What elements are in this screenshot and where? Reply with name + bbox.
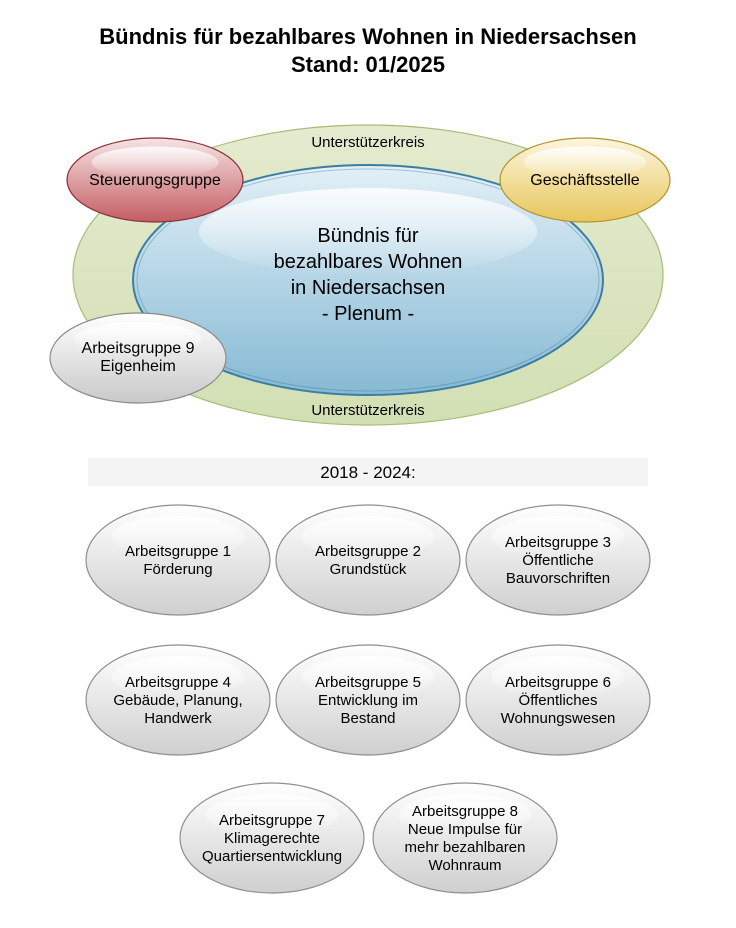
workgroup-label: Gebäude, Planung, bbox=[113, 692, 242, 709]
satellite-office: Geschäftsstelle bbox=[500, 138, 670, 222]
plenum-text-line: in Niedersachsen bbox=[291, 277, 446, 299]
workgroup-label: Arbeitsgruppe 4 bbox=[125, 674, 231, 691]
workgroup-label: Neue Impulse für bbox=[408, 821, 522, 838]
workgroup-label: Wohnungswesen bbox=[501, 710, 616, 727]
svg-text:Geschäftsstelle: Geschäftsstelle bbox=[530, 172, 639, 189]
plenum-text-line: - Plenum - bbox=[322, 303, 414, 325]
satellite-ag9: Arbeitsgruppe 9Eigenheim bbox=[50, 313, 226, 403]
workgroup-label: Klimagerechte bbox=[224, 830, 320, 847]
workgroup-6: Arbeitsgruppe 6ÖffentlichesWohnungswesen bbox=[466, 645, 650, 755]
workgroup-8: Arbeitsgruppe 8Neue Impulse fürmehr beza… bbox=[373, 783, 557, 893]
satellite-steering: Steuerungsgruppe bbox=[67, 138, 243, 222]
svg-text:Arbeitsgruppe 9: Arbeitsgruppe 9 bbox=[82, 340, 195, 357]
workgroup-label: Handwerk bbox=[144, 710, 212, 727]
workgroup-label: Arbeitsgruppe 3 bbox=[505, 534, 611, 551]
workgroup-label: Grundstück bbox=[330, 561, 407, 578]
svg-text:Unterstützerkreis: Unterstützerkreis bbox=[311, 134, 424, 151]
diagram-canvas: Bündnis für bezahlbares Wohnen in Nieder… bbox=[0, 0, 736, 928]
workgroup-7: Arbeitsgruppe 7KlimagerechteQuartiersent… bbox=[180, 783, 364, 893]
workgroup-label: Förderung bbox=[143, 561, 212, 578]
svg-text:Unterstützerkreis: Unterstützerkreis bbox=[311, 402, 424, 419]
plenum-text-line: bezahlbares Wohnen bbox=[274, 251, 463, 273]
workgroup-label: Bestand bbox=[340, 710, 395, 727]
page-title: Bündnis für bezahlbares Wohnen in Nieder… bbox=[99, 24, 636, 77]
workgroup-label: Entwicklung im bbox=[318, 692, 418, 709]
workgroup-5: Arbeitsgruppe 5Entwicklung imBestand bbox=[276, 645, 460, 755]
workgroup-label: Arbeitsgruppe 6 bbox=[505, 674, 611, 691]
workgroup-label: Arbeitsgruppe 5 bbox=[315, 674, 421, 691]
workgroup-label: Öffentliches bbox=[519, 691, 598, 709]
workgroup-label: Wohnraum bbox=[428, 857, 501, 874]
svg-text:Eigenheim: Eigenheim bbox=[100, 358, 176, 375]
workgroup-3: Arbeitsgruppe 3ÖffentlicheBauvorschrifte… bbox=[466, 505, 650, 615]
workgroup-1: Arbeitsgruppe 1Förderung bbox=[86, 505, 270, 615]
workgroup-2: Arbeitsgruppe 2Grundstück bbox=[276, 505, 460, 615]
workgroup-4: Arbeitsgruppe 4Gebäude, Planung,Handwerk bbox=[86, 645, 270, 755]
workgroup-label: Quartiersentwicklung bbox=[202, 848, 342, 865]
svg-text:Stand: 01/2025: Stand: 01/2025 bbox=[291, 52, 445, 77]
workgroup-label: Arbeitsgruppe 1 bbox=[125, 543, 231, 560]
workgroup-label: Öffentliche bbox=[522, 551, 593, 569]
workgroup-label: Arbeitsgruppe 8 bbox=[412, 803, 518, 820]
workgroup-label: Bauvorschriften bbox=[506, 570, 610, 587]
workgroup-label: Arbeitsgruppe 2 bbox=[315, 543, 421, 560]
svg-text:2018 - 2024:: 2018 - 2024: bbox=[320, 463, 415, 482]
period-bar: 2018 - 2024: bbox=[88, 458, 648, 486]
workgroup-label: mehr bezahlbaren bbox=[405, 839, 526, 856]
svg-text:Steuerungsgruppe: Steuerungsgruppe bbox=[89, 172, 221, 189]
svg-text:Bündnis für bezahlbares Wohnen: Bündnis für bezahlbares Wohnen in Nieder… bbox=[99, 24, 636, 49]
workgroup-label: Arbeitsgruppe 7 bbox=[219, 812, 325, 829]
plenum-text-line: Bündnis für bbox=[317, 225, 419, 247]
